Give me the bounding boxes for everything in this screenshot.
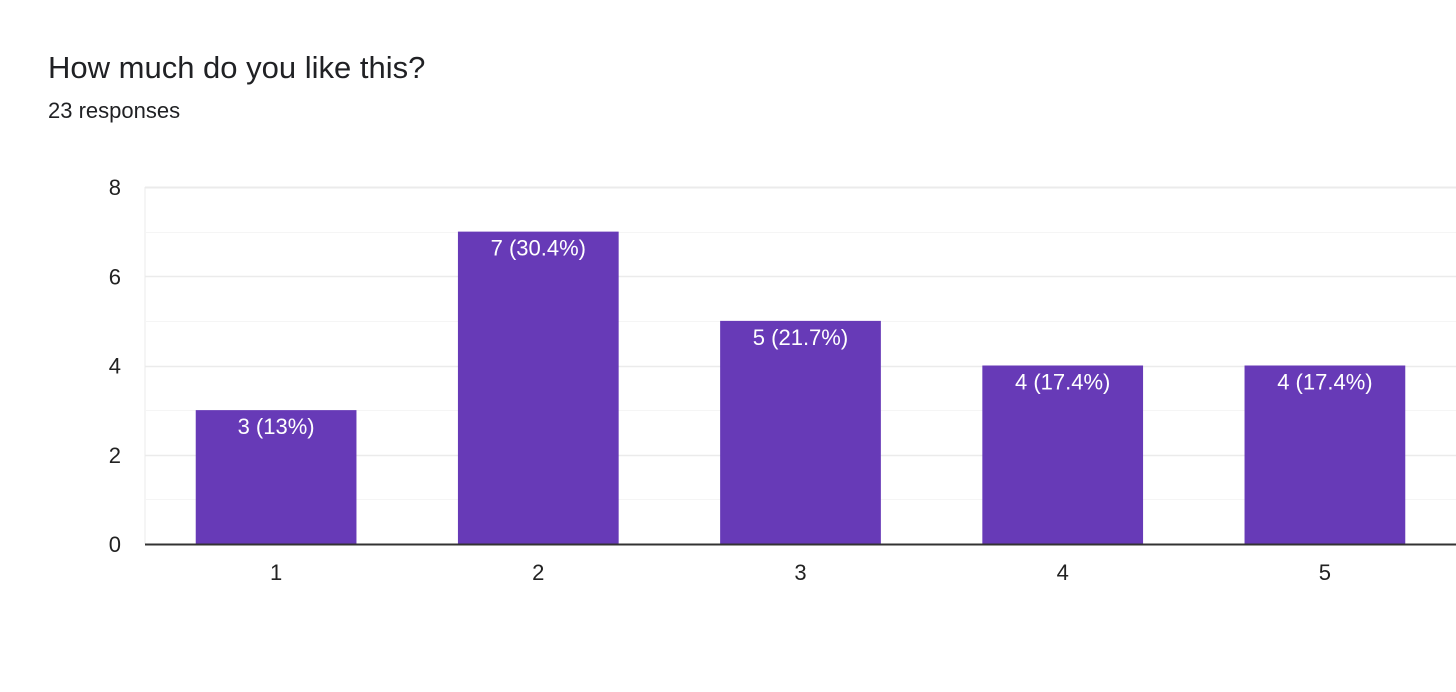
x-tick-label: 5 (1319, 560, 1331, 585)
bar (195, 410, 357, 544)
bar-data-label: 3 (13%) (238, 414, 315, 439)
x-tick-label: 2 (532, 560, 544, 585)
y-tick-label: 0 (109, 532, 121, 557)
bar (1244, 365, 1406, 544)
x-axis-tick-labels: 1 2 3 4 5 (270, 560, 1331, 585)
bar-data-label: 4 (17.4%) (1277, 370, 1372, 395)
bar (720, 320, 881, 544)
response-count: 23 responses (48, 98, 181, 123)
x-tick-label: 1 (270, 560, 282, 585)
bar (982, 365, 1144, 544)
y-tick-label: 4 (109, 354, 121, 379)
question-title: How much do you like this? (48, 50, 426, 85)
bars: 3 (13%) 7 (30.4%) 5 (21.7%) 4 (17.4%) 4 (17.… (195, 231, 1406, 544)
x-tick-label: 3 (794, 560, 806, 585)
x-tick-label: 4 (1057, 560, 1069, 585)
y-tick-label: 6 (109, 264, 121, 289)
y-tick-label: 2 (109, 443, 121, 468)
y-tick-label: 8 (109, 175, 121, 200)
bar-data-label: 4 (17.4%) (1015, 370, 1110, 395)
bar-data-label: 5 (21.7%) (753, 325, 848, 350)
bar-data-label: 7 (30.4%) (491, 236, 586, 261)
bar (457, 231, 619, 544)
y-axis-tick-labels: 0 2 4 6 8 (109, 175, 121, 557)
